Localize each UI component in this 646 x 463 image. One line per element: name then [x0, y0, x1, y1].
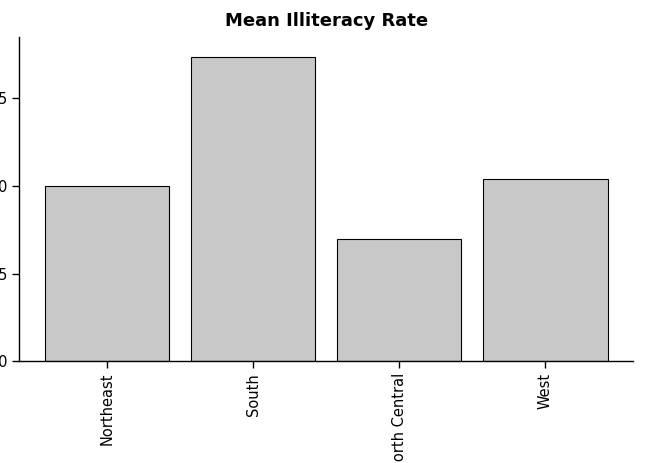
Bar: [191, 57, 315, 361]
Title: Mean Illiteracy Rate: Mean Illiteracy Rate: [225, 12, 428, 30]
Bar: [483, 179, 607, 361]
Bar: [45, 186, 169, 361]
Bar: [337, 238, 461, 361]
